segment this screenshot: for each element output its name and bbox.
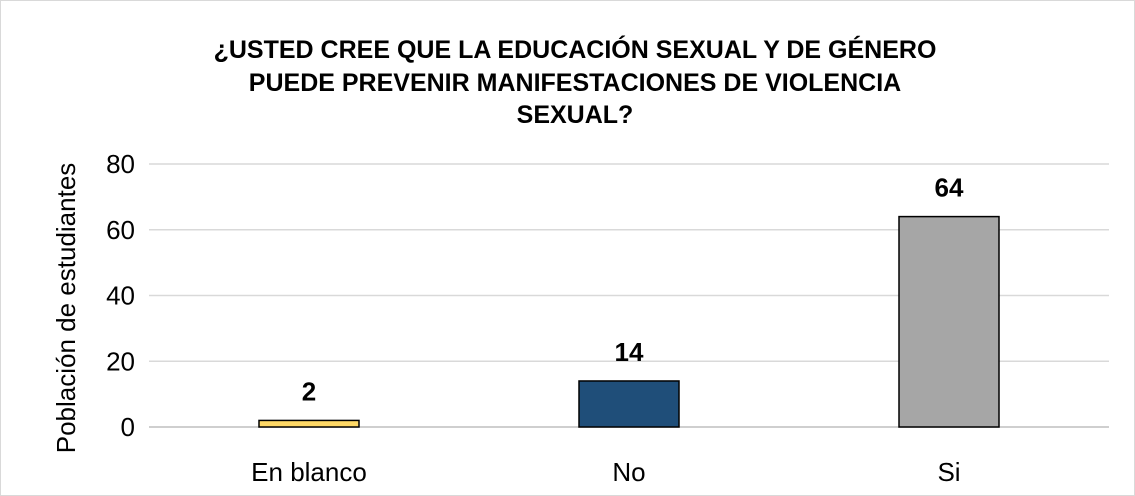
chart-title: ¿USTED CREE QUE LA EDUCACIÓN SEXUAL Y DE… <box>214 34 937 129</box>
bars <box>258 215 1000 428</box>
y-tick-label: 20 <box>106 346 135 376</box>
x-tick-label: Si <box>937 457 960 487</box>
y-tick-labels: 0 20 40 60 80 <box>106 149 135 442</box>
data-labels: 2 14 64 <box>302 173 964 407</box>
y-tick-label: 80 <box>106 149 135 179</box>
chart-title-line-2: PUEDE PREVENIR MANIFESTACIONES DE VIOLEN… <box>249 69 901 97</box>
y-tick-label: 60 <box>106 215 135 245</box>
bar <box>578 380 680 428</box>
chart-title-line-3: SEXUAL? <box>517 101 634 129</box>
data-label: 64 <box>935 173 964 203</box>
x-tick-label: En blanco <box>251 457 367 487</box>
chart-title-line-1: ¿USTED CREE QUE LA EDUCACIÓN SEXUAL Y DE… <box>214 34 937 64</box>
y-axis-title: Población de estudiantes <box>51 163 81 454</box>
y-tick-label: 0 <box>121 412 135 442</box>
data-label: 2 <box>302 376 316 406</box>
data-label: 14 <box>615 337 644 367</box>
bar <box>258 419 360 428</box>
bar <box>898 215 1000 428</box>
x-tick-label: No <box>612 457 645 487</box>
x-tick-labels: En blanco No Si <box>251 457 960 487</box>
y-tick-label: 40 <box>106 281 135 311</box>
